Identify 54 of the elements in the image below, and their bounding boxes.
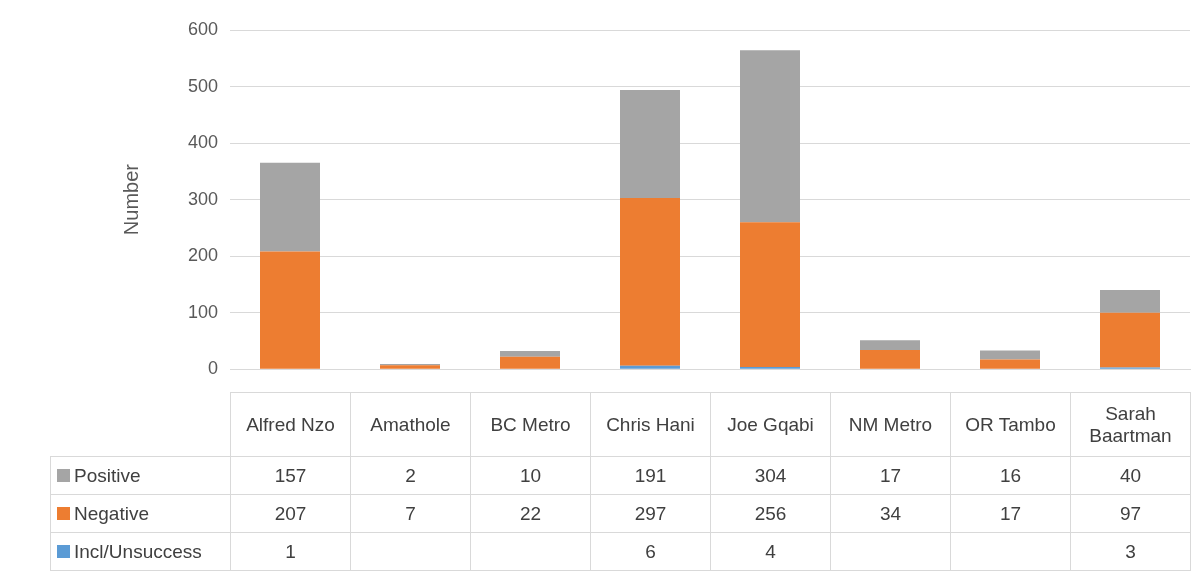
bar — [260, 251, 320, 369]
data-label: 157 — [230, 456, 351, 495]
y-tick-label: 600 — [187, 18, 218, 39]
bar — [980, 359, 1040, 369]
bar — [860, 349, 920, 369]
bar — [1100, 290, 1160, 313]
x-tick-label: BC Metro — [470, 392, 591, 457]
x-tick-label: Sarah Baartman — [1070, 392, 1191, 457]
bar — [260, 162, 320, 252]
data-label: 191 — [590, 456, 711, 495]
data-label: 10 — [470, 456, 591, 495]
y-tick-label: 500 — [187, 75, 218, 96]
y-tick-label: 400 — [187, 132, 218, 153]
bar — [620, 197, 680, 366]
bar — [980, 350, 1040, 360]
bar — [500, 356, 560, 369]
data-label: 2 — [350, 456, 471, 495]
x-tick-label: Amathole — [350, 392, 471, 457]
bar — [500, 351, 560, 357]
bar — [1100, 312, 1160, 368]
x-tick-label: Alfred Nzo — [230, 392, 351, 457]
data-label: 17 — [950, 494, 1071, 533]
bar — [740, 222, 800, 367]
data-label: 40 — [1070, 456, 1191, 495]
legend-label: Negative — [74, 502, 149, 524]
data-label: 207 — [230, 494, 351, 533]
data-label: 297 — [590, 494, 711, 533]
x-tick-label: OR Tambo — [950, 392, 1071, 457]
data-label: 256 — [710, 494, 831, 533]
legend-label: Positive — [74, 464, 141, 486]
data-label: 4 — [710, 532, 831, 571]
data-label: 7 — [350, 494, 471, 533]
x-tick-label: Chris Hani — [590, 392, 711, 457]
data-label: 34 — [830, 494, 951, 533]
y-tick-label: 200 — [187, 245, 218, 266]
y-axis-title: Number — [119, 163, 142, 236]
bar — [860, 340, 920, 350]
data-label: 17 — [830, 456, 951, 495]
data-label: 22 — [470, 494, 591, 533]
data-label: 97 — [1070, 494, 1191, 533]
legend-label: Incl/Unsuccess — [74, 540, 202, 562]
data-label: 1 — [230, 532, 351, 571]
y-tick-label: 100 — [187, 301, 218, 322]
y-tick-label: 300 — [187, 188, 218, 209]
data-label: 6 — [590, 532, 711, 571]
y-tick-label: 0 — [207, 358, 218, 379]
bar — [740, 50, 800, 223]
bar — [620, 365, 680, 369]
bar — [620, 89, 680, 198]
data-label: 16 — [950, 456, 1071, 495]
x-tick-label: Joe Gqabi — [710, 392, 831, 457]
data-label: 304 — [710, 456, 831, 495]
data-label: 3 — [1070, 532, 1191, 571]
x-tick-label: NM Metro — [830, 392, 951, 457]
